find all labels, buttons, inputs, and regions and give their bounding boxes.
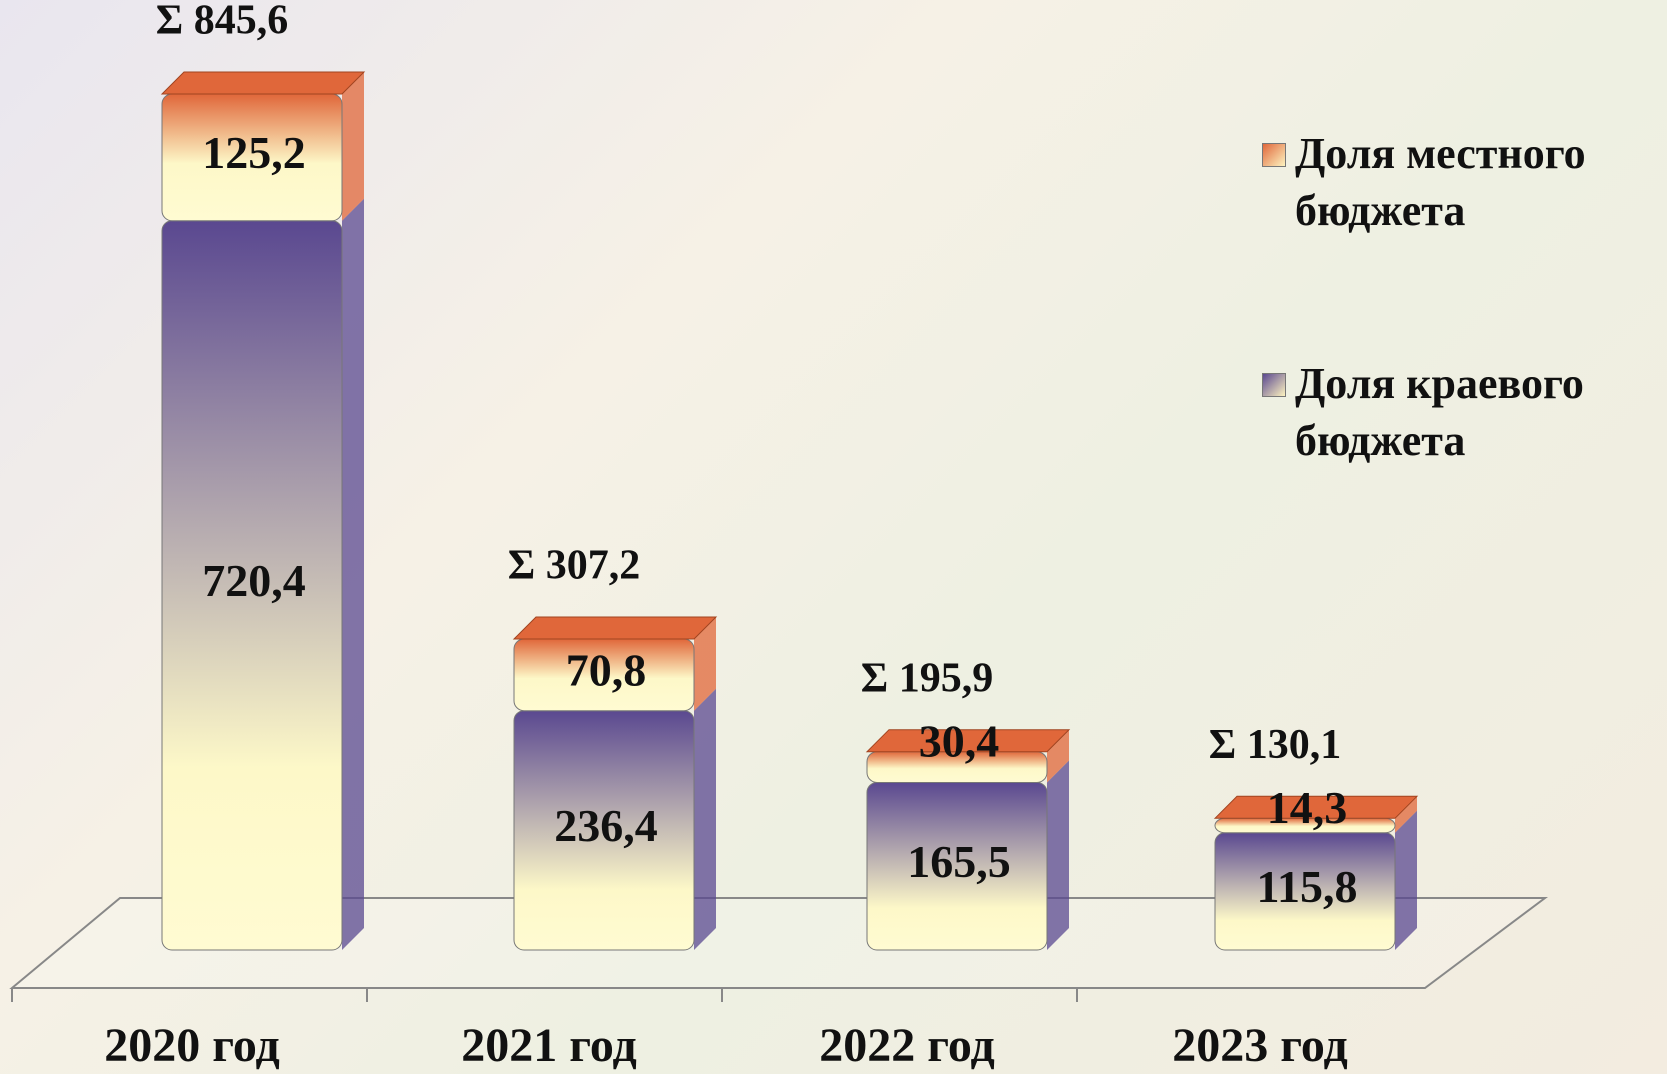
value-label: 70,8	[566, 644, 647, 695]
bar-side	[1395, 811, 1417, 950]
x-tick-label: 2022 год	[819, 1019, 995, 1072]
bar-side	[342, 199, 364, 950]
total-label: Σ 195,9	[861, 655, 993, 701]
total-label: Σ 307,2	[508, 543, 640, 589]
value-label: 125,2	[202, 127, 306, 178]
legend-label: Доля краевого бюджета	[1295, 355, 1660, 469]
value-label: 165,5	[907, 836, 1011, 887]
chart: 720,4 125,2 Σ 845,6 2020 год 236,4 70,8 Σ 307,…	[0, 0, 1667, 1074]
bar-side	[694, 689, 716, 950]
legend-swatch	[1262, 143, 1286, 167]
bar-top	[162, 72, 364, 94]
bar-side	[342, 72, 364, 221]
value-label: 14,3	[1267, 782, 1348, 833]
bar-side	[1047, 760, 1069, 950]
bar-top	[514, 617, 716, 639]
x-tick-label: 2020 год	[104, 1019, 280, 1072]
value-label: 30,4	[919, 715, 1000, 766]
legend-label: Доля местного бюджета	[1295, 125, 1660, 239]
legend-swatch	[1262, 373, 1286, 397]
total-label: Σ 845,6	[156, 0, 288, 44]
value-label: 115,8	[1257, 861, 1358, 912]
x-tick-label: 2023 год	[1172, 1019, 1348, 1072]
value-label: 236,4	[554, 800, 658, 851]
value-label: 720,4	[202, 555, 306, 606]
total-label: Σ 130,1	[1209, 722, 1341, 768]
x-tick-label: 2021 год	[461, 1019, 637, 1072]
